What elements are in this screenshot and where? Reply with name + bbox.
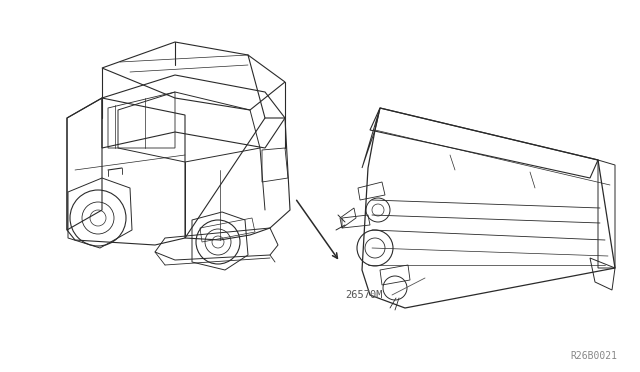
Text: R26B0021: R26B0021	[570, 351, 617, 361]
Text: 26570M: 26570M	[345, 290, 383, 300]
